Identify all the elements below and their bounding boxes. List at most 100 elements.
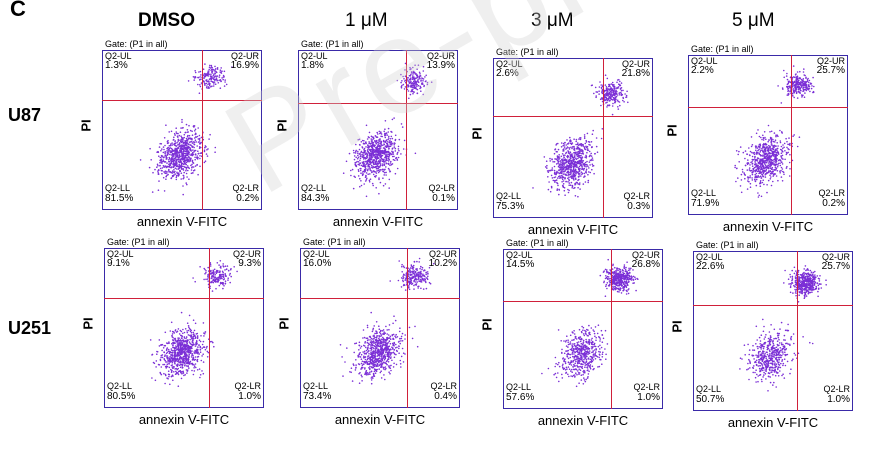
scatter-dot [182, 169, 185, 171]
scatter-dot [175, 149, 177, 151]
scatter-dot [409, 93, 412, 96]
scatter-dot [800, 89, 802, 92]
scatter-dot [574, 186, 576, 189]
scatter-dot [192, 354, 194, 357]
scatter-dot [383, 152, 386, 155]
scatter-dot [172, 379, 174, 382]
scatter-dot [802, 84, 805, 86]
scatter-dot [194, 139, 197, 141]
scatter-dot [422, 80, 424, 82]
scatter-dot [616, 86, 618, 89]
scatter-dot [183, 177, 185, 179]
scatter-dot [179, 155, 181, 157]
scatter-dot [213, 73, 215, 75]
scatter-dot [358, 138, 361, 141]
scatter-dot [193, 150, 195, 153]
scatter-dot [149, 147, 151, 150]
scatter-dot [566, 164, 568, 166]
scatter-dot [772, 147, 774, 150]
scatter-dot [173, 346, 175, 349]
scatter-dot [175, 341, 177, 343]
scatter-dot [374, 372, 377, 374]
scatter-dot [581, 168, 583, 171]
scatter-dot [577, 154, 580, 156]
scatter-dot [760, 167, 763, 169]
scatter-dot [166, 342, 168, 344]
scatter-dot [194, 336, 197, 339]
scatter-dot [222, 263, 224, 265]
scatter-dot [777, 179, 779, 182]
scatter-dot [802, 86, 805, 89]
scatter-dot [364, 153, 367, 155]
scatter-dot [177, 359, 180, 362]
scatter-dot [187, 357, 190, 359]
scatter-dot [377, 345, 379, 348]
scatter-dot [372, 149, 374, 152]
scatter-dot [391, 148, 394, 150]
scatter-dot [383, 147, 386, 149]
scatter-dot [620, 92, 623, 94]
scatter-dot [387, 153, 390, 155]
scatter-dot [760, 177, 763, 179]
scatter-dot [203, 76, 205, 79]
scatter-dot [595, 145, 598, 148]
scatter-dot [561, 166, 564, 169]
column-header-dmso: DMSO [138, 10, 195, 31]
scatter-dot [798, 136, 801, 138]
scatter-dot [152, 361, 155, 364]
scatter-dot [807, 88, 810, 91]
scatter-dot [761, 174, 764, 176]
scatter-dot [195, 349, 198, 352]
scatter-dot [172, 158, 174, 160]
scatter-dot [751, 169, 753, 172]
scatter-dot [173, 157, 176, 160]
scatter-dot [175, 331, 178, 333]
scatter-dot [185, 337, 187, 340]
scatter-dot [744, 164, 747, 167]
scatter-dot [779, 164, 782, 167]
scatter-dot [165, 156, 167, 158]
scatter-dot [177, 140, 179, 142]
scatter-dot [383, 164, 386, 166]
scatter-dot [181, 365, 183, 367]
scatter-dot [591, 163, 594, 166]
scatter-dot [802, 90, 804, 92]
scatter-dot [589, 155, 591, 157]
scatter-dot [166, 348, 168, 350]
scatter-dot [371, 148, 373, 151]
scatter-dot [774, 148, 777, 151]
scatter-dot [215, 78, 218, 81]
scatter-dot [573, 158, 576, 161]
scatter-dot [563, 144, 566, 146]
scatter-dot [179, 366, 182, 369]
scatter-dot [608, 92, 610, 94]
scatter-dot [165, 352, 168, 355]
scatter-dot [560, 163, 563, 165]
scatter-dot [380, 133, 383, 135]
scatter-dot [605, 94, 607, 96]
scatter-dot [194, 133, 196, 136]
scatter-dot [796, 78, 799, 81]
scatter-dot [199, 85, 202, 88]
scatter-dot [394, 138, 397, 141]
scatter-dot [612, 99, 614, 101]
scatter-dot [216, 278, 218, 281]
scatter-dot [563, 170, 565, 173]
scatter-dot [761, 165, 764, 168]
scatter-dot [397, 279, 400, 282]
scatter-dot [382, 177, 384, 179]
scatter-dot [776, 142, 778, 144]
scatter-dot [179, 329, 182, 332]
scatter-dot [560, 142, 563, 144]
scatter-dot [367, 144, 369, 147]
scatter-dot [740, 191, 743, 194]
scatter-dot [804, 82, 807, 84]
scatter-dot [769, 148, 772, 150]
scatter-dot [355, 364, 357, 366]
scatter-dot [798, 77, 801, 79]
panel-letter: C [10, 0, 26, 21]
scatter-dot [756, 158, 758, 161]
scatter-dot [397, 145, 400, 148]
scatter-dot [379, 150, 381, 152]
scatter-dot [365, 141, 367, 143]
